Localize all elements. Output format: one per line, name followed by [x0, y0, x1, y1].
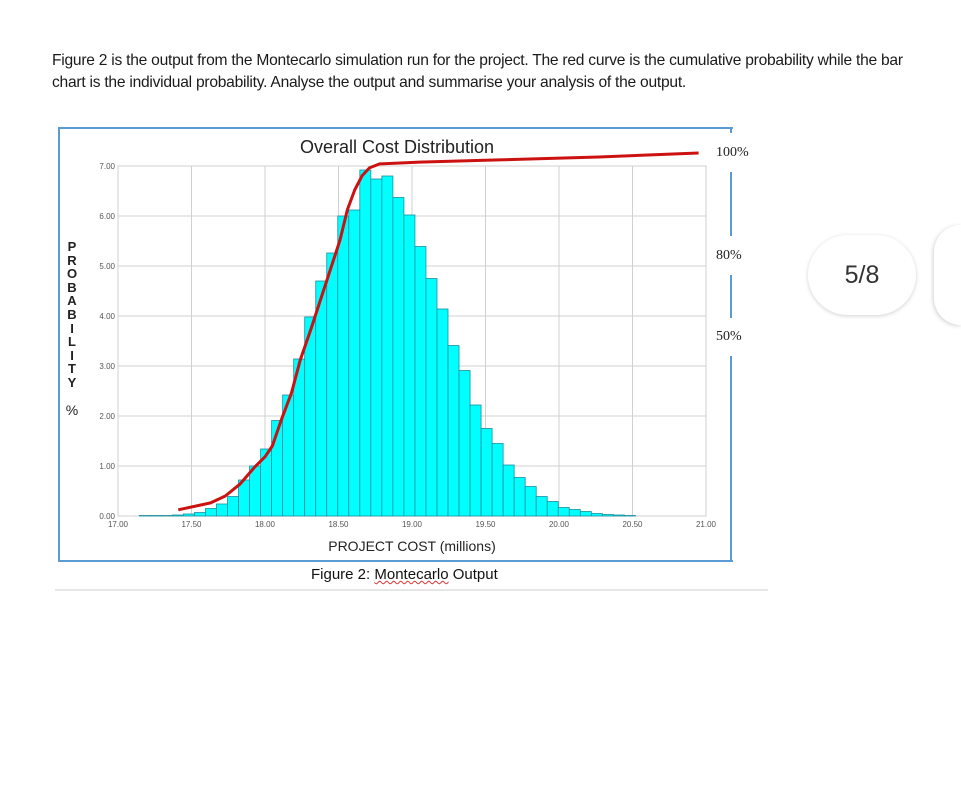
y-tick-label: 3.00 [99, 362, 115, 371]
histogram-bar [557, 507, 570, 517]
histogram-bar [227, 496, 239, 517]
y-tick-label: 1.00 [99, 462, 115, 471]
figure-caption: Figure 2: Montecarlo Output [311, 566, 498, 583]
histogram-bar [315, 280, 328, 517]
y-axis-unit: % [65, 401, 79, 418]
page-indicator[interactable]: 5/8 [808, 235, 916, 315]
histogram-bar [160, 515, 173, 517]
histogram-bar [612, 514, 625, 517]
x-tick-label: 17.50 [181, 520, 202, 529]
y-axis-label-letter: B [67, 306, 77, 322]
x-axis-label: PROJECT COST (millions) [328, 538, 496, 554]
right-percent-label: 100% [716, 145, 749, 160]
histogram-bar [249, 465, 261, 517]
x-tick-label: 20.50 [622, 520, 643, 529]
y-axis-label-letter: T [68, 361, 76, 377]
histogram-bar [138, 515, 151, 517]
bars [138, 169, 636, 517]
histogram-bar [590, 513, 603, 517]
x-tick-label: 19.00 [402, 520, 423, 529]
page-divider [55, 589, 768, 591]
y-axis-label-letter: I [70, 347, 74, 363]
histogram-bar [491, 443, 504, 517]
histogram-bar [546, 501, 559, 517]
histogram-bar [348, 209, 361, 517]
right-percent-axis: 100% 80% 50% [716, 127, 749, 560]
histogram-bar [414, 246, 427, 517]
cumulative-curve [177, 151, 699, 512]
histogram-bar [216, 503, 228, 517]
histogram-bar [524, 486, 537, 517]
caption-prefix: Figure 2: [311, 566, 375, 583]
y-tick-label: 5.00 [99, 262, 115, 271]
histogram-bar [370, 178, 383, 517]
y-axis-label-letter: R [67, 252, 77, 268]
histogram-bar [425, 278, 438, 517]
caption-misspelled-word: Montecarlo [374, 566, 449, 583]
histogram-bar [513, 477, 526, 517]
y-tick-label: 7.00 [99, 162, 115, 171]
x-tick-label: 20.00 [549, 520, 570, 529]
y-axis-label-letter: P [67, 239, 77, 254]
y-axis-label-letter: A [67, 293, 77, 309]
y-tick-label: 6.00 [99, 212, 115, 221]
histogram-bar [171, 514, 184, 517]
histogram-bar [381, 175, 394, 517]
histogram-bar [502, 464, 515, 517]
next-page-button[interactable] [934, 225, 961, 325]
y-axis-label-letter: B [67, 279, 77, 295]
caption-suffix: Output [448, 566, 498, 583]
histogram-bar [624, 515, 636, 517]
x-tick-label: 19.50 [475, 520, 496, 529]
right-percent-label: 50% [716, 329, 742, 344]
histogram-bar [601, 514, 614, 517]
x-tick-label: 17.00 [108, 520, 129, 529]
y-tick-label: 2.00 [99, 412, 115, 421]
histogram-bar [326, 252, 339, 517]
figure-frame [58, 127, 733, 562]
y-axis-label-letter: Y [67, 374, 77, 390]
histogram-bar [447, 345, 460, 517]
x-tick-label: 18.00 [255, 520, 276, 529]
right-percent-label: 80% [716, 248, 742, 263]
y-axis-label-letter: O [66, 266, 78, 282]
histogram-bar [183, 513, 195, 517]
histogram-bar [458, 370, 471, 517]
histogram-bar [579, 511, 592, 517]
histogram-bar [392, 197, 405, 517]
histogram-bar [568, 509, 581, 517]
histogram-bar [337, 215, 350, 517]
histogram-bar [403, 214, 416, 517]
histogram-bar [359, 169, 372, 517]
y-tick-label: 0.00 [99, 512, 115, 521]
histogram-bar [194, 512, 206, 517]
histogram-bar [436, 308, 449, 517]
x-tick-label: 21.00 [696, 520, 717, 529]
x-tick-label: 18.50 [328, 520, 349, 529]
histogram-bar [535, 496, 548, 517]
y-tick-label: 4.00 [99, 312, 115, 321]
histogram-bar [205, 508, 217, 517]
ticks: 0.00 1.00 2.00 3.00 4.00 5.00 6.00 7.00 17.00 17.… [99, 162, 716, 529]
y-axis-label-letter: I [70, 320, 74, 336]
chart-title: Overall Cost Distribution [300, 137, 494, 157]
histogram-bar [469, 404, 482, 517]
y-axis-label-letter: L [68, 334, 76, 350]
histogram-bar [480, 428, 493, 517]
histogram-bar [149, 515, 162, 517]
question-text: Figure 2 is the output from the Montecar… [52, 52, 903, 91]
